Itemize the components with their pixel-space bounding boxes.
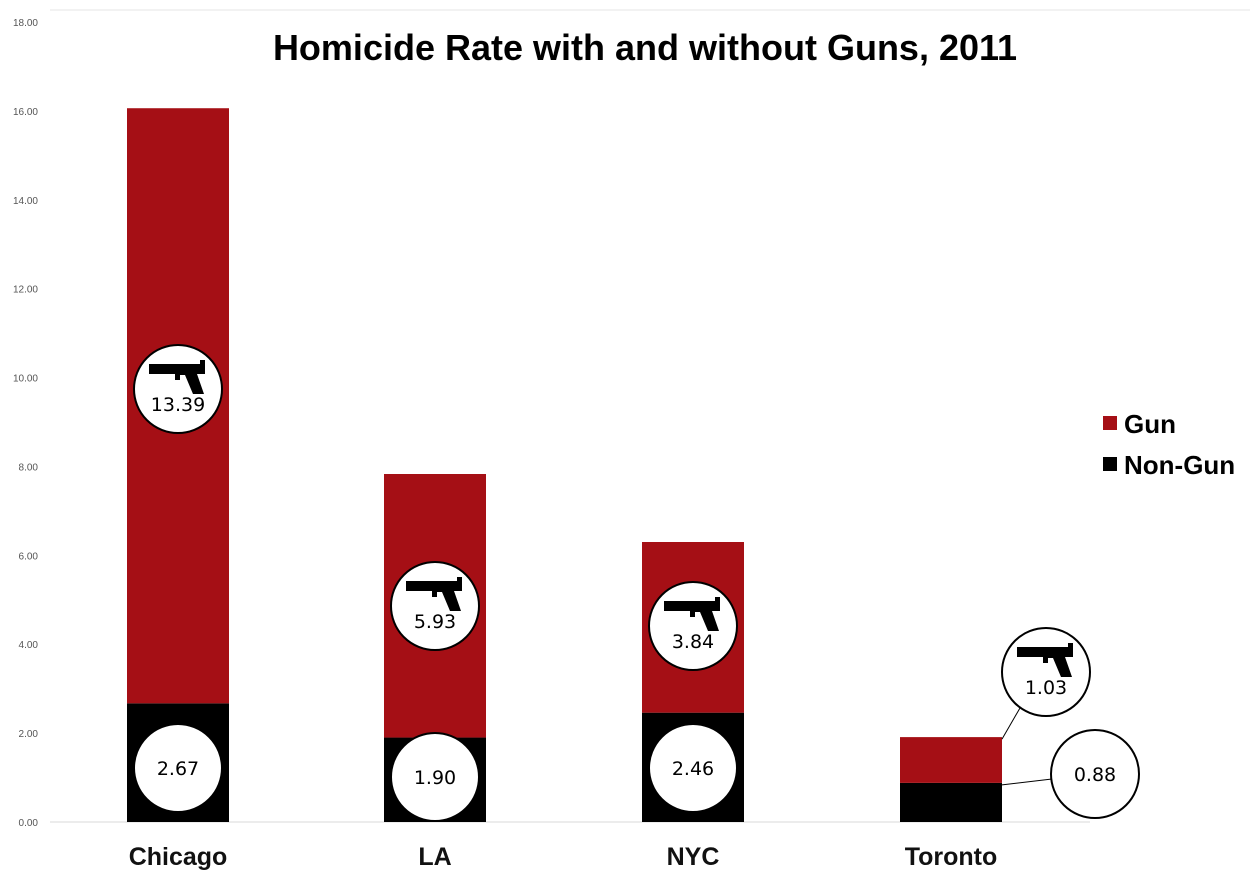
data-label: 1.90 <box>414 767 456 789</box>
legend-swatch-gun <box>1103 416 1117 430</box>
data-label: 2.46 <box>672 758 714 780</box>
data-label: 13.39 <box>151 394 205 416</box>
y-tick-label: 18.00 <box>13 18 38 29</box>
data-label-non-gun-la: 1.90 <box>390 732 480 822</box>
pistol-shape <box>1017 643 1073 677</box>
y-tick-label: 8.00 <box>19 462 39 473</box>
data-label-non-gun-chicago: 2.67 <box>133 723 223 813</box>
data-label-gun-toronto: 1.03 <box>1001 627 1091 717</box>
category-labels: Chicago LA NYC Toronto <box>129 843 998 871</box>
y-tick-label: 4.00 <box>19 640 39 651</box>
y-tick-label: 0.00 <box>19 818 39 829</box>
label-bubble <box>1001 627 1091 717</box>
legend-label: Gun <box>1124 409 1176 439</box>
y-tick-label: 10.00 <box>13 374 38 385</box>
pistol-shape <box>664 597 720 631</box>
label-bubble <box>390 561 480 651</box>
pistol-icon <box>149 360 205 394</box>
data-label-non-gun-toronto: 0.88 <box>1050 729 1140 819</box>
pistol-icon <box>664 597 720 631</box>
label-bubble <box>648 723 738 813</box>
y-tick-label: 14.00 <box>13 196 38 207</box>
pistol-icon <box>406 577 462 611</box>
data-label: 0.88 <box>1074 764 1116 786</box>
data-label: 5.93 <box>414 611 456 633</box>
label-bubble <box>1050 729 1140 819</box>
data-label: 2.67 <box>157 758 199 780</box>
label-bubble <box>133 723 223 813</box>
pistol-shape <box>406 577 462 611</box>
category-label: NYC <box>667 843 720 871</box>
pistol-icon <box>1017 643 1073 677</box>
y-tick-label: 6.00 <box>19 551 39 562</box>
data-label-non-gun-nyc: 2.46 <box>648 723 738 813</box>
label-bubble <box>648 581 738 671</box>
category-label: Chicago <box>129 843 228 871</box>
chart-title: Homicide Rate with and without Guns, 201… <box>273 27 1017 68</box>
label-bubble <box>390 732 480 822</box>
legend: Gun Non-Gun <box>1103 409 1235 480</box>
y-tick-label: 16.00 <box>13 107 38 118</box>
data-label: 3.84 <box>672 631 714 653</box>
y-tick-label: 2.00 <box>19 729 39 740</box>
data-label-gun-la: 5.93 <box>390 561 480 651</box>
legend-swatch-non-gun <box>1103 457 1117 471</box>
bars-group: 2.67 13.39 1.90 5.93 2.46 3.84 1.03 0.88 <box>127 108 1140 822</box>
legend-label: Non-Gun <box>1124 450 1235 480</box>
label-bubble <box>133 344 223 434</box>
leader-line <box>1001 707 1021 740</box>
bar-non-gun-toronto <box>900 782 1002 822</box>
bar-gun-toronto <box>900 737 1002 783</box>
y-tick-label: 12.00 <box>13 285 38 296</box>
data-label-gun-chicago: 13.39 <box>133 344 223 434</box>
category-label: Toronto <box>905 843 998 871</box>
data-label: 1.03 <box>1025 677 1067 699</box>
category-label: LA <box>418 843 451 871</box>
pistol-shape <box>149 360 205 394</box>
y-axis: 0.00 2.00 4.00 6.00 8.00 10.00 12.00 14.00 16.00… <box>13 18 38 829</box>
leader-line <box>1001 778 1053 786</box>
data-label-gun-nyc: 3.84 <box>648 581 738 671</box>
